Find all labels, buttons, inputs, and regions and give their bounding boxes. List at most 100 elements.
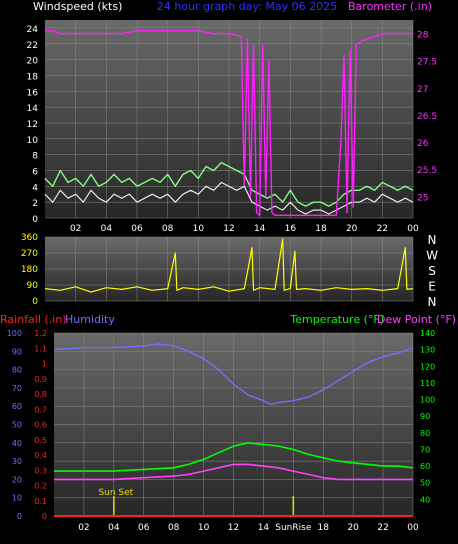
time-tick-label: 14 xyxy=(258,523,270,533)
wind-tick-label: 14 xyxy=(27,104,39,114)
time-tick-label: SunRise xyxy=(275,523,312,533)
direction-tick-label: 90 xyxy=(27,281,39,291)
temperature-tick-label: 120 xyxy=(420,362,435,371)
humidity-axis-title: Humidity xyxy=(65,313,115,326)
temperature-tick-label: 50 xyxy=(420,479,430,488)
temperature-axis-title: Temperature (°F) xyxy=(289,313,384,326)
rainfall-tick-label: 0.2 xyxy=(34,482,47,491)
time-tick-label: 14 xyxy=(254,224,266,234)
temperature-tick-label: 110 xyxy=(420,379,435,388)
rainfall-tick-label: 0.9 xyxy=(34,375,47,384)
humidity-tick-label: 30 xyxy=(12,457,22,466)
wind-tick-label: 8 xyxy=(32,152,38,162)
compass-label: N xyxy=(428,233,437,247)
wind-tick-label: 4 xyxy=(32,183,38,193)
barometer-line xyxy=(45,30,413,217)
compass-label: S xyxy=(428,264,436,278)
temperature-tick-label: 60 xyxy=(420,462,430,471)
wind-tick-label: 10 xyxy=(27,136,39,146)
humidity-tick-label: 20 xyxy=(12,475,22,484)
time-tick-label: 20 xyxy=(346,224,358,234)
time-tick-label: 02 xyxy=(78,523,89,533)
temperature-line xyxy=(54,441,414,472)
graph-day-title: 24 hour graph day: May 06 2025 xyxy=(157,0,337,13)
direction-tick-label: 180 xyxy=(21,265,38,275)
time-tick-label: 04 xyxy=(101,224,113,234)
direction-tick-label: 0 xyxy=(32,297,38,307)
time-tick-label: 22 xyxy=(377,523,388,533)
rain-humidity-temperature-panel: 010203040506070809010000.10.20.30.40.50.… xyxy=(7,329,436,533)
time-tick-label: 22 xyxy=(377,224,388,234)
wind-gust-line xyxy=(44,161,414,207)
rainfall-tick-label: 0.5 xyxy=(34,436,47,445)
dew-point-axis-title: Dew Point (°F) xyxy=(377,313,456,326)
wind-tick-label: 22 xyxy=(27,41,38,51)
temperature-tick-label: 140 xyxy=(420,329,435,338)
temperature-tick-label: 40 xyxy=(420,495,430,504)
humidity-tick-label: 50 xyxy=(12,421,22,430)
dew-point-line xyxy=(54,463,413,481)
barometer-tick-label: 27 xyxy=(417,85,428,95)
rainfall-tick-label: 1.2 xyxy=(34,329,47,338)
time-tick-label: 08 xyxy=(162,224,174,234)
temperature-tick-label: 100 xyxy=(420,396,435,405)
time-tick-label: 12 xyxy=(228,523,239,533)
direction-tick-label: 270 xyxy=(21,249,38,259)
rainfall-tick-label: 1 xyxy=(42,360,47,369)
time-tick-label: 04 xyxy=(108,523,120,533)
time-tick-label: 20 xyxy=(347,523,359,533)
temperature-tick-label: 90 xyxy=(420,412,430,421)
compass-label: N xyxy=(428,295,437,309)
temperature-tick-label: 130 xyxy=(420,346,435,355)
time-tick-label: 18 xyxy=(318,523,330,533)
time-tick-label: 18 xyxy=(315,224,327,234)
humidity-tick-label: 60 xyxy=(12,402,22,411)
barometer-tick-label: 28 xyxy=(417,31,429,41)
time-tick-label: 10 xyxy=(198,523,210,533)
wind-tick-label: 18 xyxy=(27,72,39,82)
barometer-tick-label: 26.5 xyxy=(417,112,437,122)
rainfall-tick-label: 0.4 xyxy=(34,451,47,460)
rainfall-axis-title: Rainfall (.in) xyxy=(0,313,67,326)
wind-tick-label: 0 xyxy=(32,215,38,225)
barometer-tick-label: 25.5 xyxy=(417,166,437,176)
humidity-tick-label: 10 xyxy=(12,494,22,503)
barometer-tick-label: 25 xyxy=(417,193,428,203)
barometer-tick-label: 26 xyxy=(417,139,429,149)
wind-barometer-panel: 0246810121416182022242525.52626.52727.52… xyxy=(27,20,437,234)
rainfall-tick-label: 0 xyxy=(42,512,47,521)
humidity-tick-label: 80 xyxy=(12,366,22,375)
wind-direction-line xyxy=(44,238,414,293)
time-tick-label: 06 xyxy=(138,523,150,533)
humidity-tick-label: 40 xyxy=(12,439,22,448)
direction-tick-label: 360 xyxy=(21,233,38,243)
wind-tick-label: 6 xyxy=(32,167,38,177)
barometer-axis-title: Barometer (.in) xyxy=(348,0,432,13)
windspeed-axis-title: Windspeed (kts) xyxy=(33,0,122,13)
wind-tick-label: 24 xyxy=(27,25,39,35)
time-tick-label: 06 xyxy=(131,224,143,234)
rainfall-tick-label: 0.3 xyxy=(34,466,47,475)
compass-label: W xyxy=(426,249,438,263)
sun-event-label: Sun Set xyxy=(98,488,133,498)
wind-tick-label: 12 xyxy=(27,120,38,130)
time-tick-label: 10 xyxy=(193,224,205,234)
humidity-tick-label: 100 xyxy=(7,329,22,338)
time-tick-label: 08 xyxy=(168,523,180,533)
time-tick-label: 02 xyxy=(70,224,81,234)
wind-tick-label: 2 xyxy=(32,199,38,209)
time-tick-label: 00 xyxy=(407,523,419,533)
temperature-tick-label: 80 xyxy=(420,429,430,438)
humidity-tick-label: 90 xyxy=(12,347,22,356)
wind-speed-line xyxy=(44,181,414,215)
time-tick-label: 00 xyxy=(407,224,419,234)
humidity-line xyxy=(53,343,414,406)
temperature-tick-label: 70 xyxy=(420,445,430,454)
humidity-tick-label: 0 xyxy=(17,512,22,521)
rainfall-tick-label: 0.8 xyxy=(34,390,47,399)
rainfall-tick-label: 0.6 xyxy=(34,421,47,430)
rainfall-tick-label: 1.1 xyxy=(34,344,47,353)
